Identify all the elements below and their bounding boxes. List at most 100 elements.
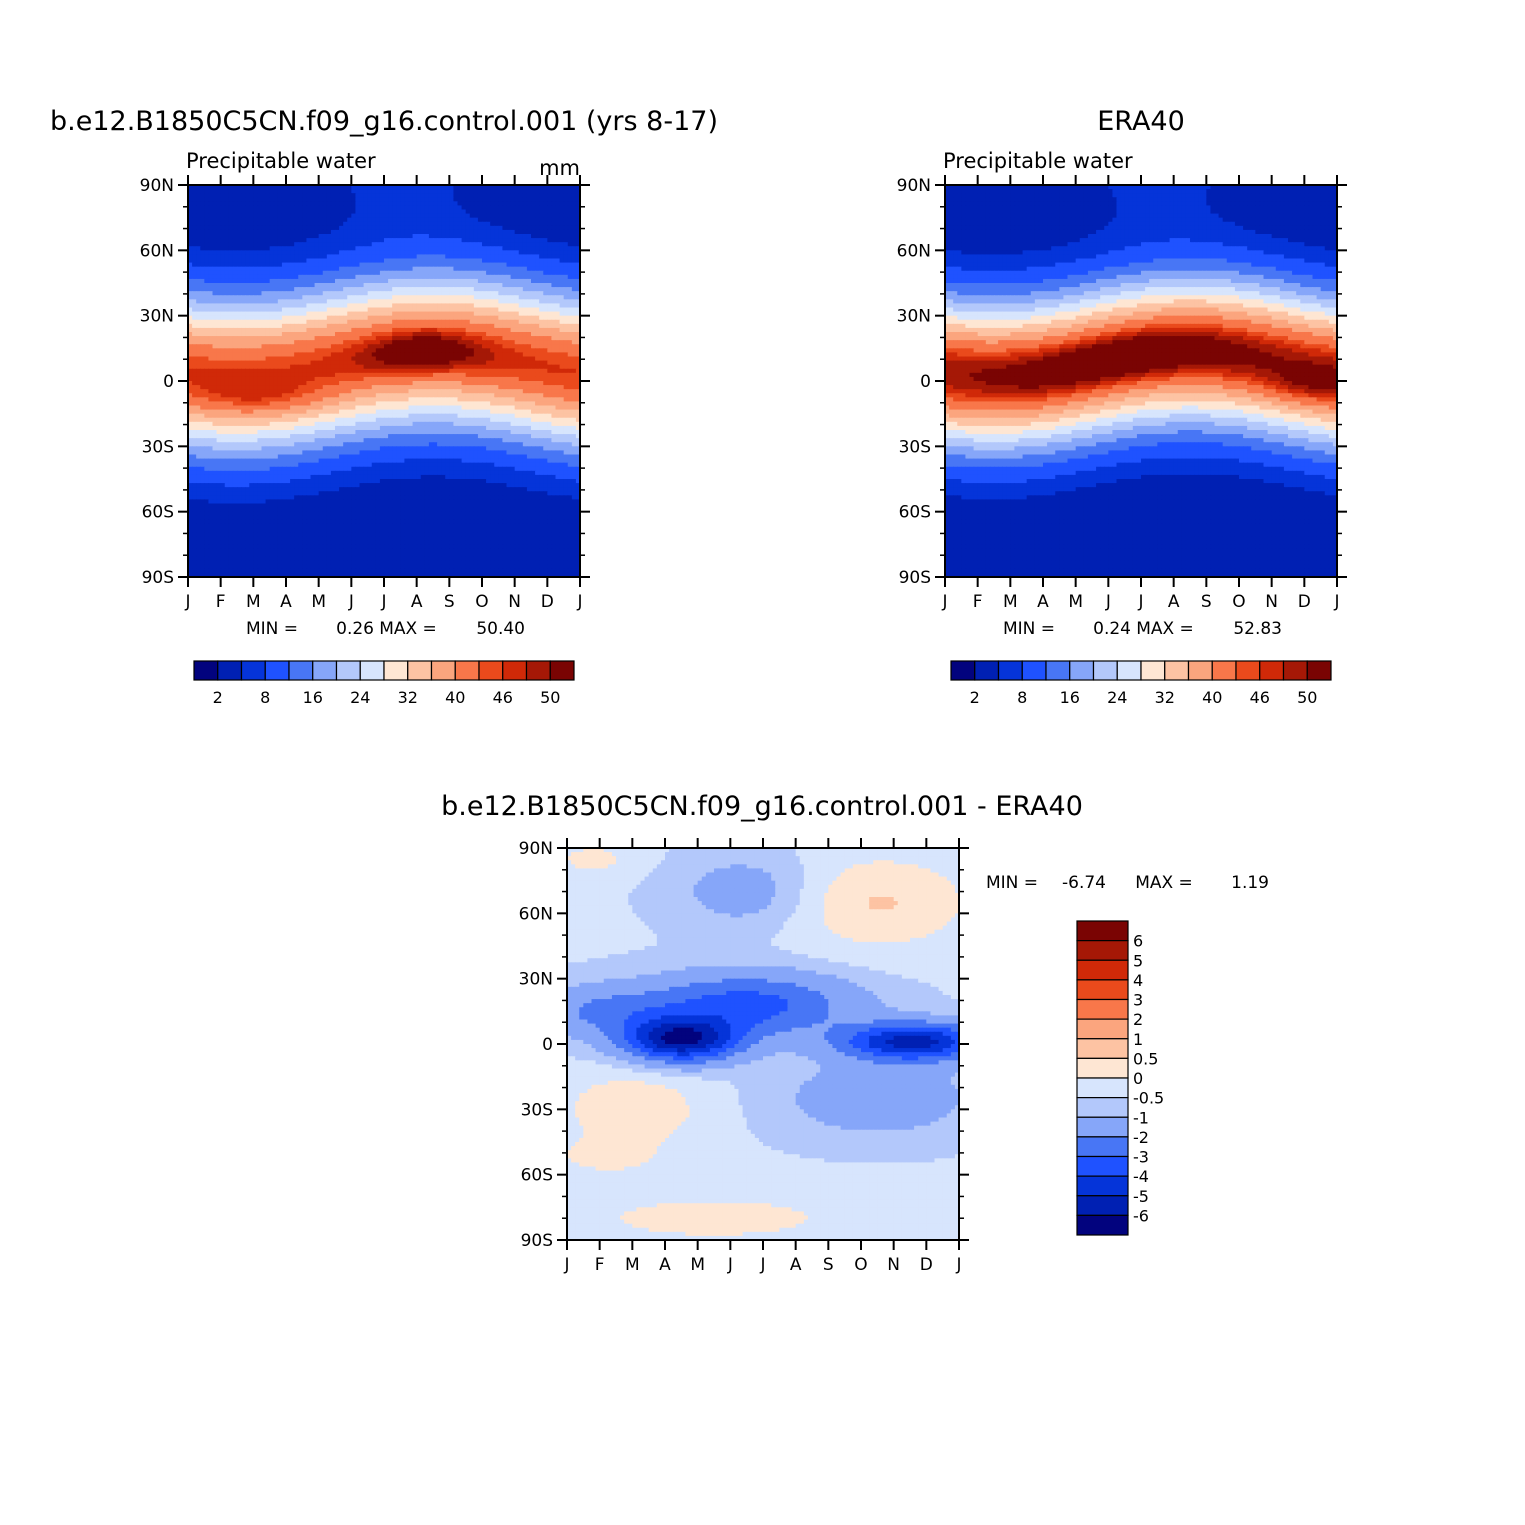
contour-cell [269,193,275,198]
contour-cell [306,209,312,215]
contour-cell [322,246,328,251]
contour-cell [375,352,381,358]
contour-cell [200,254,205,260]
contour-cell [437,323,442,329]
contour-cell [408,307,414,313]
contour-cell [428,217,434,223]
contour-cell [359,315,365,321]
contour-cell [232,287,238,292]
contour-cell [388,372,393,378]
contour-cell [494,393,499,398]
contour-cell [531,372,536,378]
contour-cell [302,209,308,215]
contour-cell [388,389,393,394]
contour-cell [363,315,369,321]
contour-cell [367,336,373,341]
contour-cell [441,217,446,223]
contour-cell [355,205,361,211]
contour-cell [326,234,332,239]
contour-cell [412,352,418,358]
contour-cell [192,332,197,337]
contour-cell [318,225,324,231]
contour-cell [547,229,553,235]
contour-cell [326,340,332,345]
contour-cell [486,303,491,309]
contour-cell [257,274,263,280]
contour-cell [322,197,328,202]
contour-cell [453,336,459,341]
contour-cell [224,319,230,325]
contour-cell [302,340,308,345]
contour-cell [306,344,312,349]
contour-cell [237,291,242,296]
contour-cell [318,274,324,280]
contour-cell [265,258,271,264]
contour-cell [363,356,369,362]
contour-cell [461,307,467,313]
contour-cell [486,376,491,382]
contour-cell [555,225,561,231]
contour-cell [286,336,291,341]
contour-cell [192,291,197,296]
contour-cell [420,307,426,313]
contour-cell [286,291,291,296]
contour-cell [510,185,516,190]
contour-cell [355,295,361,300]
contour-cell [359,352,365,358]
contour-cell [322,185,328,190]
contour-cell [265,299,271,305]
contour-cell [518,193,524,198]
contour-cell [498,385,504,390]
contour-cell [543,319,548,325]
contour-cell [392,283,397,288]
contour-cell [286,197,291,202]
contour-cell [453,205,459,211]
contour-cell [384,221,389,227]
contour-cell [269,213,275,219]
contour-cell [571,364,577,370]
contour-cell [314,319,320,325]
contour-cell [575,393,580,398]
contour-cell [265,336,271,341]
contour-cell [559,213,565,219]
contour-cell [522,209,528,215]
contour-cell [567,242,573,247]
contour-cell [477,189,483,194]
contour-cell [490,368,495,374]
contour-cell [396,364,401,370]
contour-cell [396,376,401,382]
contour-cell [257,262,263,268]
contour-cell [404,389,410,394]
contour-cell [359,258,365,264]
contour-cell [375,332,381,337]
contour-cell [494,274,499,280]
contour-cell [286,213,291,219]
contour-cell [216,340,222,345]
contour-cell [567,246,573,251]
contour-cell [204,270,210,276]
contour-cell [388,336,393,341]
contour-cell [522,336,528,341]
contour-cell [392,385,397,390]
contour-cell [461,266,467,272]
contour-cell [375,266,381,272]
contour-cell [335,356,340,362]
contour-cell [567,234,573,239]
contour-cell [404,348,410,354]
contour-cell [245,385,250,390]
contour-cell [522,311,528,317]
contour-cell [379,266,385,272]
contour-cell [408,246,414,251]
contour-cell [551,291,557,296]
contour-cell [441,205,446,211]
contour-cell [253,323,259,329]
contour-cell [522,344,528,349]
contour-cell [441,368,446,374]
contour-cell [400,295,406,300]
contour-cell [482,229,487,235]
contour-cell [241,385,246,390]
contour-cell [522,234,528,239]
contour-cell [318,193,324,198]
contour-cell [559,242,565,247]
contour-cell [445,307,450,313]
